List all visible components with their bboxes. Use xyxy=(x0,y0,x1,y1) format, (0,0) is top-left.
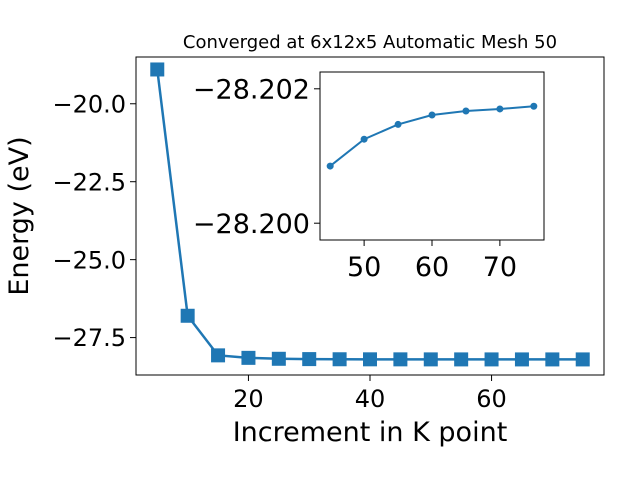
main-axis-ticks: 20 40 60 −20.0 −22.5 −25.0 −27.5 xyxy=(52,90,506,413)
y-tick-label: −20.0 xyxy=(52,90,126,118)
data-point xyxy=(462,107,470,115)
y-tick-label: −28.202 xyxy=(193,75,310,106)
data-point xyxy=(454,352,469,367)
x-tick-label: 70 xyxy=(483,252,517,283)
y-tick-label: −25.0 xyxy=(52,246,126,274)
x-tick-label: 50 xyxy=(347,252,381,283)
data-point xyxy=(211,348,226,363)
x-axis-label: Increment in K point xyxy=(233,417,508,448)
data-point xyxy=(423,352,438,367)
data-point xyxy=(428,111,436,119)
x-tick-label: 20 xyxy=(233,385,264,413)
data-point xyxy=(363,352,377,367)
data-point xyxy=(575,352,590,367)
data-point xyxy=(241,350,256,365)
data-point xyxy=(332,352,347,367)
y-axis-label: Energy (eV) xyxy=(4,136,35,295)
inset-series xyxy=(326,102,538,170)
data-point xyxy=(530,102,538,110)
chart-title: Converged at 6x12x5 Automatic Mesh 50 xyxy=(183,32,557,53)
data-point xyxy=(271,351,286,366)
data-point xyxy=(180,308,195,323)
data-point xyxy=(150,62,165,77)
x-tick-label: 60 xyxy=(415,252,449,283)
data-point xyxy=(393,352,408,367)
data-point xyxy=(394,120,402,128)
data-point xyxy=(484,352,499,367)
y-tick-label: −28.200 xyxy=(193,209,310,240)
data-point xyxy=(514,352,529,367)
data-point xyxy=(326,162,334,170)
data-point xyxy=(360,135,368,143)
main-series xyxy=(150,62,590,367)
y-tick-label: −27.5 xyxy=(52,324,126,352)
inset-plot-frame xyxy=(319,71,545,241)
data-point xyxy=(302,352,317,367)
inset-axis-ticks: 50 60 70 −28.202 −28.200 xyxy=(193,75,517,283)
y-tick-label: −22.5 xyxy=(52,168,126,196)
data-point xyxy=(545,352,560,367)
x-tick-label: 60 xyxy=(476,385,507,413)
data-point xyxy=(496,105,504,113)
x-tick-label: 40 xyxy=(355,385,386,413)
